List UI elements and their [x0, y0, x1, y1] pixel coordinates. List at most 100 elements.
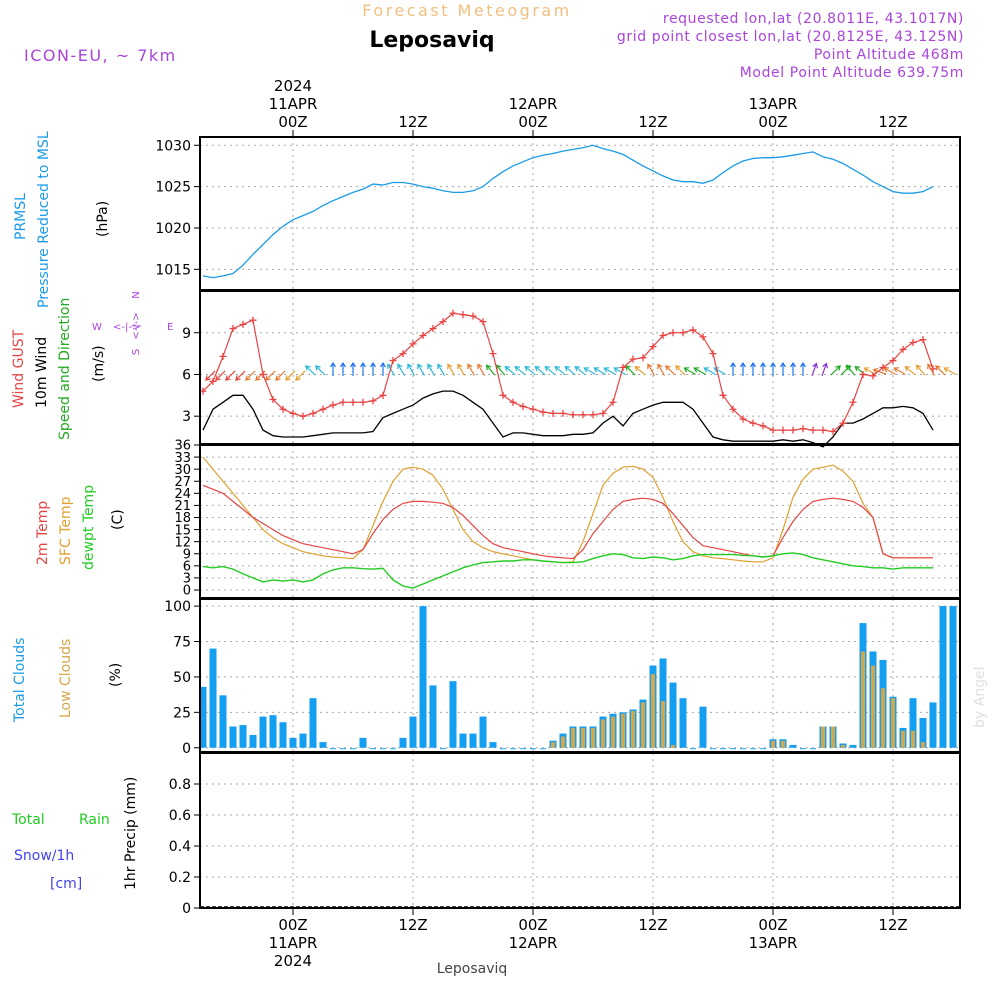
gust-marker	[789, 426, 797, 434]
total-cloud-bar	[399, 737, 407, 748]
wind-arrow	[387, 363, 396, 376]
gust-marker	[839, 419, 847, 427]
wind-arrow	[447, 363, 456, 376]
panel-border	[199, 752, 961, 909]
gust-marker	[539, 408, 547, 416]
wind-arrow	[583, 367, 596, 376]
gust-marker	[229, 325, 237, 333]
time-axis-label: 12Z	[878, 916, 907, 934]
y-tick-label: 1025	[155, 180, 191, 196]
gust-marker	[609, 398, 617, 406]
gust-marker	[679, 329, 687, 337]
prmsl-label: PRMSL	[13, 193, 29, 240]
wind-arrow	[811, 362, 818, 377]
gust-marker	[749, 419, 757, 427]
gust-marker	[309, 409, 317, 417]
wind-panel: 3 6 9	[182, 309, 956, 448]
wind-arrow	[683, 367, 696, 376]
total-cloud-bar	[279, 722, 287, 748]
gust-marker	[739, 415, 747, 423]
y-tick-label: 27	[174, 475, 191, 490]
low-cloud-bar	[921, 742, 925, 748]
wind-arrow	[574, 365, 586, 376]
wind-arrow	[927, 363, 936, 376]
time-axis-label: 11APR	[269, 95, 318, 113]
wind-arrow	[821, 362, 828, 377]
low-cloud-bar	[841, 744, 845, 748]
time-axis-label: 12APR	[509, 95, 558, 113]
gust-marker	[509, 398, 517, 406]
footer-location: Leposaviq	[437, 961, 508, 977]
gust-marker	[599, 409, 607, 417]
y-tick-label: 0.6	[169, 808, 191, 824]
gust-marker	[489, 350, 497, 358]
total-cloud-bar	[249, 735, 257, 748]
prmsl-line	[202, 144, 934, 279]
gust-marker	[849, 398, 857, 406]
total-cloud-bar	[309, 698, 317, 748]
wind-arrow	[769, 361, 777, 376]
wind-arrow	[295, 370, 306, 381]
precip-unit: 1hr Precip (mm)	[123, 777, 139, 890]
time-axis-label: 12APR	[509, 934, 558, 952]
y-tick-label: 21	[174, 499, 191, 514]
wind10-line	[202, 390, 934, 448]
low-cloud-bar	[771, 740, 775, 748]
total-cloud-bar	[359, 737, 367, 748]
y-tick-label: 12	[174, 535, 191, 550]
total-cloud-bar	[409, 716, 417, 748]
gust-marker	[769, 426, 777, 434]
watermark: by Angel	[972, 667, 988, 728]
wind-arrow	[504, 365, 516, 376]
low-cloud-bar	[581, 727, 585, 748]
precip-rain-label: Rain	[79, 812, 110, 828]
low-cloud-bar	[911, 730, 915, 748]
time-axis-label: 00Z	[278, 916, 307, 934]
gust-marker	[409, 340, 417, 348]
low-cloud-bar	[641, 702, 645, 748]
wind-arrow	[457, 363, 466, 376]
wind-arrow	[544, 365, 556, 376]
y-tick-label: 25	[173, 705, 191, 721]
total-cloud-bar	[229, 726, 237, 748]
clouds-unit: (%)	[108, 663, 124, 687]
wind-arrow	[315, 365, 326, 376]
total-cloud-bar	[939, 606, 947, 748]
gust-marker	[419, 332, 427, 340]
wind-arrow	[729, 361, 737, 376]
time-axis-label: 2024	[274, 77, 312, 95]
wind-arrow	[943, 367, 956, 376]
wind-arrow	[379, 361, 387, 376]
model-label: ICON-EU, ~ 7km	[24, 46, 177, 65]
precip-cm-label: [cm]	[50, 876, 82, 892]
time-axis-label: 00Z	[758, 916, 787, 934]
total-cloud-bar	[219, 695, 227, 748]
wind-arrow	[634, 365, 646, 376]
total-cloud-bar	[669, 682, 677, 748]
wind10-label: 10m Wind	[34, 337, 50, 408]
total-cloud-bar	[909, 698, 917, 748]
gust-marker	[289, 409, 297, 417]
gust-marker	[449, 309, 457, 317]
total-cloud-bar	[479, 716, 487, 748]
gust-marker	[589, 411, 597, 419]
gust-marker	[429, 325, 437, 333]
gust-marker	[579, 411, 587, 419]
low-cloud-bar	[631, 710, 635, 748]
low-cloud-bar	[831, 726, 835, 748]
wind-arrow	[915, 364, 926, 376]
wind-arrow	[235, 370, 246, 381]
precip-total-label: Total	[11, 812, 45, 828]
gust-marker	[529, 405, 537, 413]
gust-marker	[259, 370, 267, 378]
wind-arrow	[305, 365, 316, 376]
low-cloud-bar	[571, 727, 575, 748]
time-axis-label: 12Z	[638, 916, 667, 934]
gust-marker	[249, 316, 257, 324]
total-cloud-bar	[449, 681, 457, 748]
low-cloud-bar	[651, 674, 655, 748]
gust-marker	[899, 345, 907, 353]
wind-arrow	[863, 367, 876, 376]
gust-marker	[479, 318, 487, 326]
